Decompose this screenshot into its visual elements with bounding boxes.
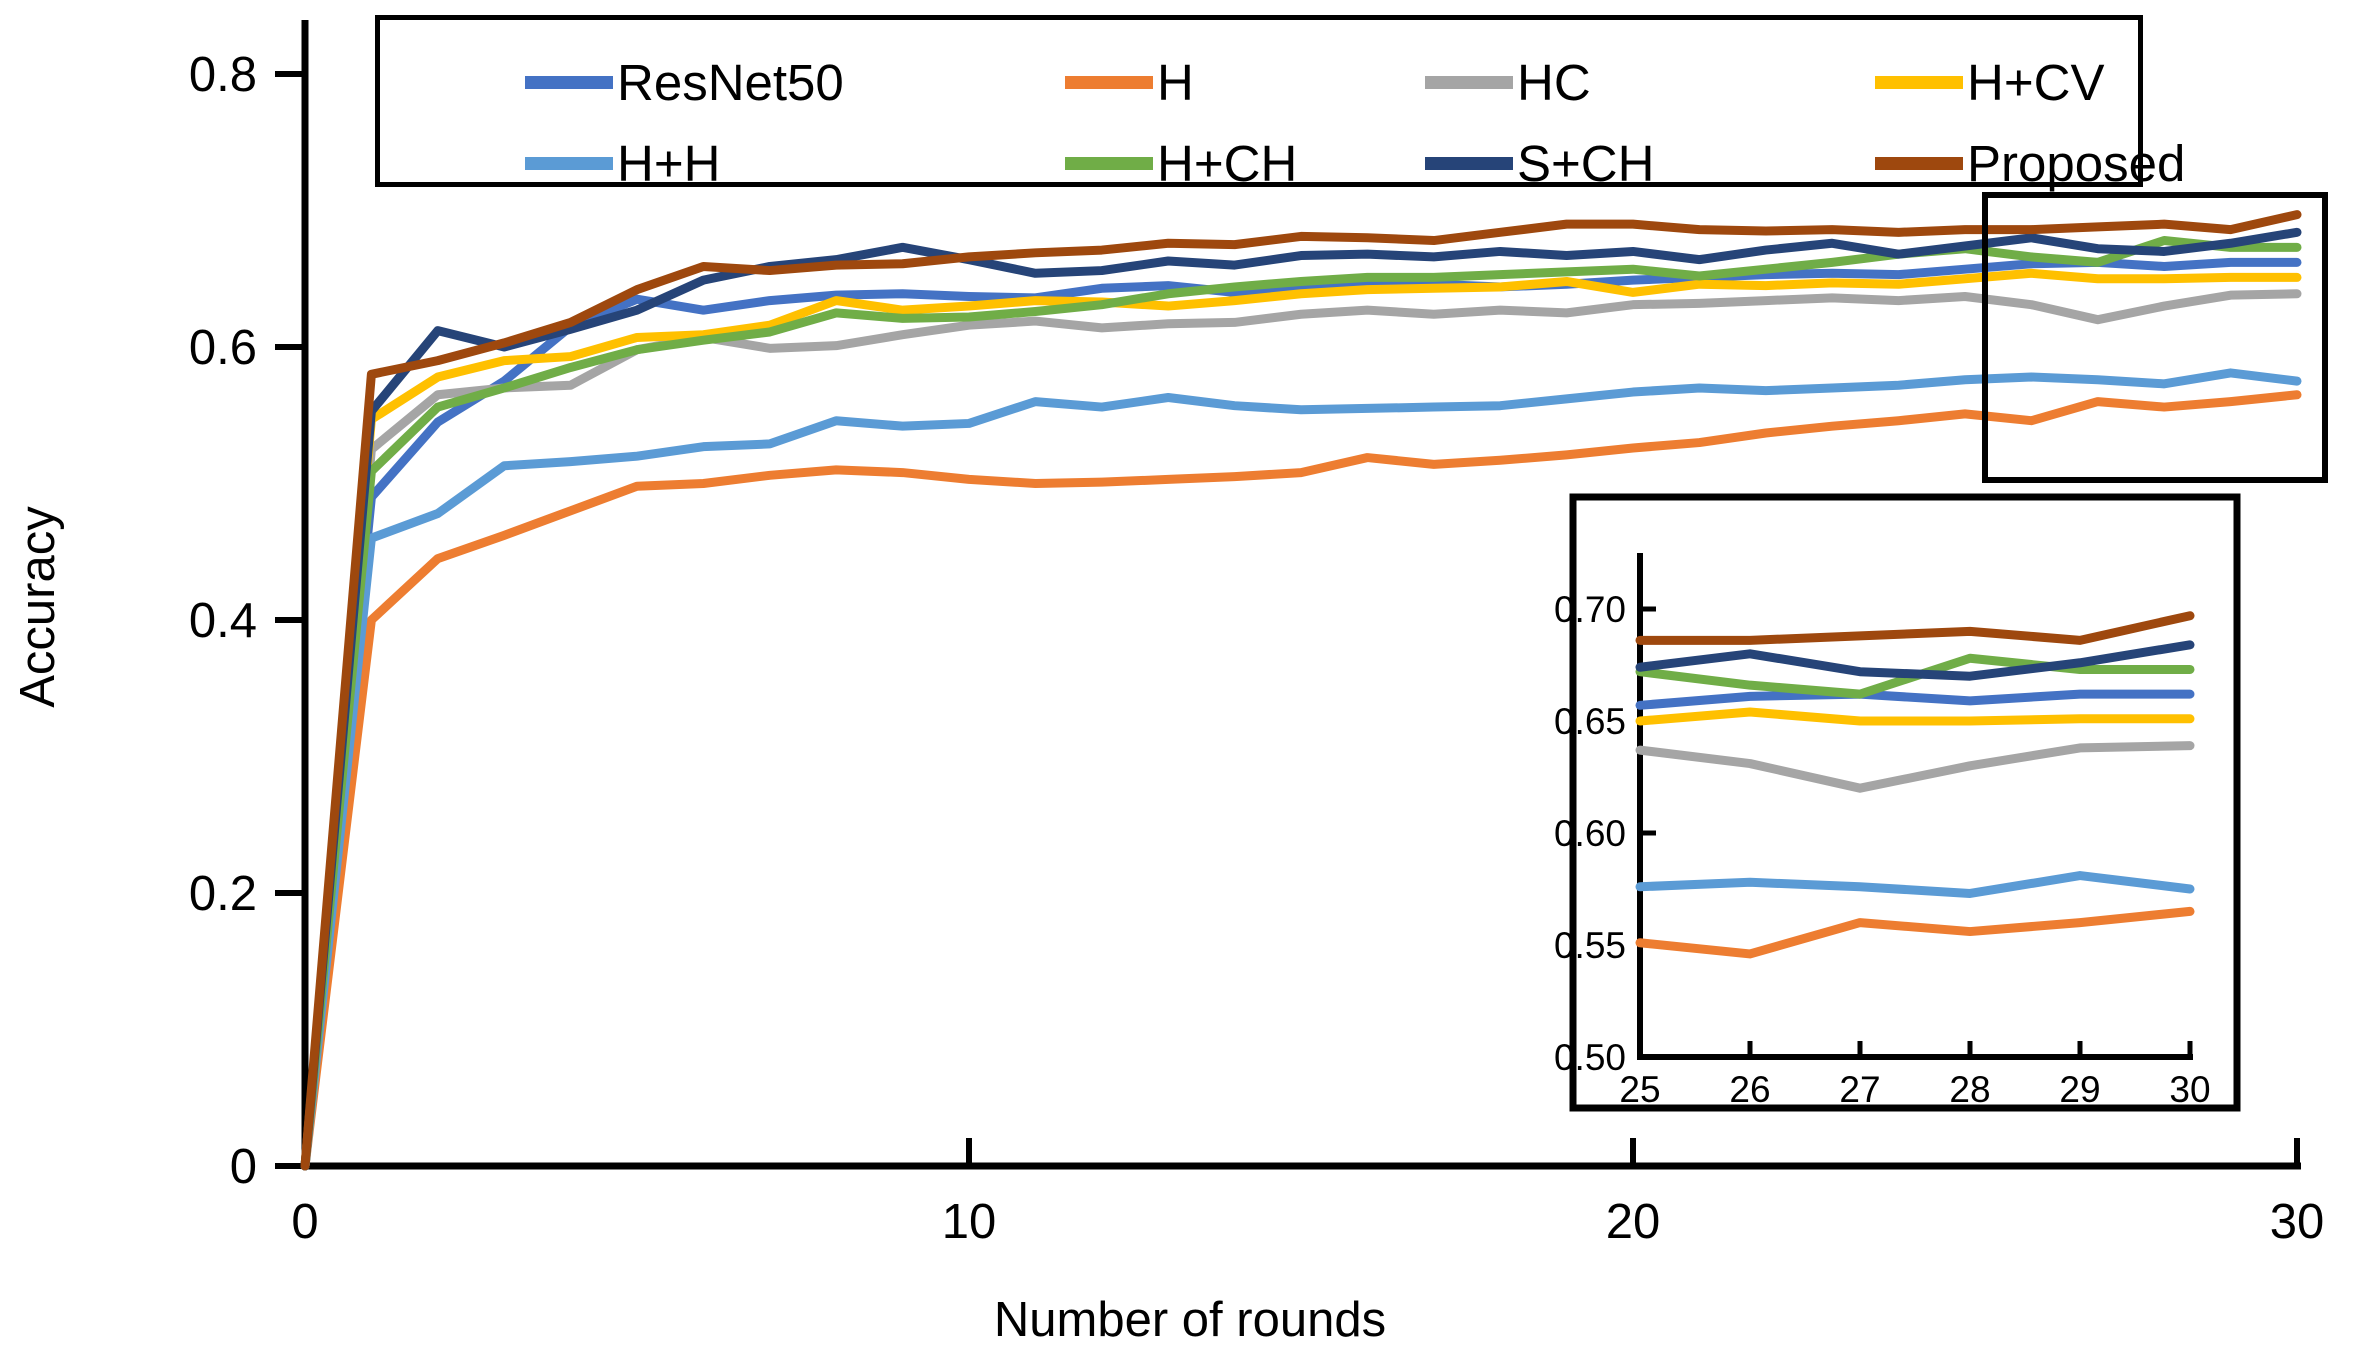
inset-x-tick-label: 26 <box>1729 1069 1770 1110</box>
legend-item-h-ch: H+CH <box>1065 133 1297 193</box>
inset-x-tick-label: 29 <box>2059 1069 2100 1110</box>
legend-label: H+CV <box>1967 53 2105 111</box>
x-tick-label: 20 <box>1606 1195 1661 1249</box>
series-line-s-ch <box>300 227 2302 1171</box>
y-tick-label: 0 <box>230 1140 257 1194</box>
series-line-h <box>300 390 2302 1171</box>
inset-x-tick-label: 25 <box>1619 1069 1660 1110</box>
series-line-h-h <box>300 368 2302 1171</box>
legend-label: HC <box>1517 53 1591 111</box>
x-tick-label: 10 <box>942 1195 997 1249</box>
inset-y-tick-label: 0.50 <box>1554 1037 1626 1078</box>
legend-label: H <box>1157 53 1194 111</box>
legend-swatch-icon <box>1875 156 1963 170</box>
inset-frame <box>1569 493 2241 1112</box>
legend: ResNet50 H HC H+CV H+H H+CH S+CH Proposed <box>375 15 2185 189</box>
inset-y-tick-label: 0.70 <box>1554 589 1626 630</box>
legend-item-h-h: H+H <box>525 133 720 193</box>
legend-item-proposed: Proposed <box>1875 133 2185 193</box>
y-tick-label: 0.8 <box>189 48 257 102</box>
inset-y-tick-label: 0.60 <box>1554 813 1626 854</box>
inset-x-tick-label: 28 <box>1949 1069 1990 1110</box>
inset-x-tick-label: 30 <box>2169 1069 2210 1110</box>
inset-y-tick-label: 0.55 <box>1554 925 1626 966</box>
x-axis-title: Number of rounds <box>993 1293 1387 1347</box>
zoom-region-box <box>1982 192 2328 483</box>
legend-label: H+H <box>617 134 721 192</box>
legend-item-resnet50: ResNet50 <box>525 52 844 112</box>
legend-swatch-icon <box>1065 75 1153 89</box>
legend-swatch-icon <box>1065 156 1153 170</box>
legend-swatch-icon <box>1425 75 1513 89</box>
series-line-resnet50 <box>300 257 2302 1171</box>
legend-label: S+CH <box>1517 134 1655 192</box>
legend-swatch-icon <box>525 156 613 170</box>
inset-series-line-h <box>1635 906 2195 959</box>
inset-series-line-s-ch <box>1635 640 2195 681</box>
series-line-proposed <box>300 210 2302 1171</box>
inset-series-line-h-cv <box>1635 707 2195 726</box>
inset-series-line-hc <box>1635 741 2195 793</box>
legend-swatch-icon <box>1875 75 1963 89</box>
inset-x-tick-label: 27 <box>1839 1069 1880 1110</box>
legend-label: ResNet50 <box>617 53 844 111</box>
y-tick-label: 0.4 <box>189 594 257 648</box>
legend-label: Proposed <box>1967 134 2186 192</box>
y-axis-title: Accuracy <box>11 506 65 708</box>
legend-label: H+CH <box>1157 134 1298 192</box>
inset-series-line-proposed <box>1635 611 2195 645</box>
x-tick-label: 0 <box>291 1195 318 1249</box>
x-tick-label: 30 <box>2270 1195 2325 1249</box>
legend-item-hc: HC <box>1425 52 1591 112</box>
y-tick-label: 0.2 <box>189 867 257 921</box>
legend-swatch-icon <box>525 75 613 89</box>
legend-item-h-cv: H+CV <box>1875 52 2104 112</box>
inset-y-tick-label: 0.65 <box>1554 701 1626 742</box>
inset-series-line-resnet50 <box>1635 689 2195 710</box>
legend-item-s-ch: S+CH <box>1425 133 1654 193</box>
legend-item-h: H <box>1065 52 1194 112</box>
legend-swatch-icon <box>1425 156 1513 170</box>
inset-series-line-h-h <box>1635 871 2195 898</box>
y-tick-label: 0.6 <box>189 321 257 375</box>
series-line-h-cv <box>300 268 2302 1171</box>
